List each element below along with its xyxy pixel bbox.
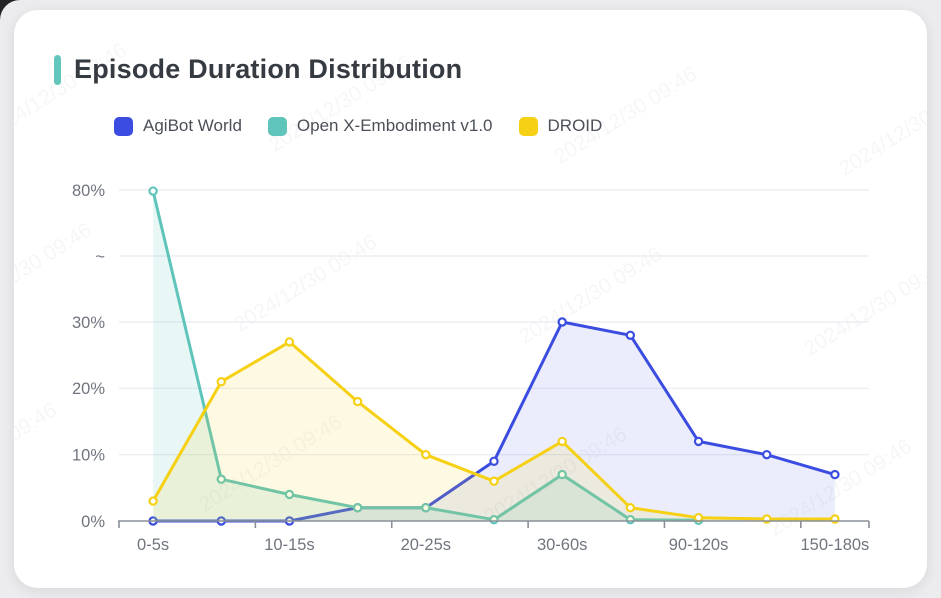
y-axis-label: 30% bbox=[72, 314, 105, 332]
x-axis-label: 150-180s bbox=[801, 536, 870, 554]
x-axis-label: 20-25s bbox=[401, 536, 451, 554]
data-point[interactable] bbox=[831, 471, 838, 478]
x-axis-label: 30-60s bbox=[537, 536, 587, 554]
data-point[interactable] bbox=[149, 187, 156, 194]
x-axis-label: 90-120s bbox=[669, 536, 729, 554]
data-point[interactable] bbox=[695, 438, 702, 445]
data-point[interactable] bbox=[354, 398, 361, 405]
chart-canvas: 0% 10% 20% 30% ~80% 0-5s 10-15s 20-25s 30-60s 90-… bbox=[14, 10, 927, 588]
data-point[interactable] bbox=[559, 438, 566, 445]
y-axis-label: 0% bbox=[81, 513, 105, 531]
x-axis-label: 10-15s bbox=[264, 536, 314, 554]
data-point[interactable] bbox=[627, 504, 634, 511]
data-point[interactable] bbox=[627, 332, 634, 339]
x-axis-label: 0-5s bbox=[137, 536, 169, 554]
data-point[interactable] bbox=[149, 498, 156, 505]
data-point[interactable] bbox=[422, 451, 429, 458]
data-point[interactable] bbox=[286, 338, 293, 345]
y-axis-label: 20% bbox=[72, 380, 105, 398]
data-point[interactable] bbox=[218, 378, 225, 385]
chart-card: 2024/12/30 09:462024/12/30 09:462024/12/… bbox=[14, 10, 927, 588]
data-point[interactable] bbox=[490, 478, 497, 485]
y-axis-label: ~ bbox=[95, 248, 105, 266]
data-point[interactable] bbox=[763, 451, 770, 458]
y-axis-label: 80% bbox=[72, 182, 105, 200]
data-point[interactable] bbox=[559, 318, 566, 325]
data-point[interactable] bbox=[490, 458, 497, 465]
y-axis-label: 10% bbox=[72, 446, 105, 464]
